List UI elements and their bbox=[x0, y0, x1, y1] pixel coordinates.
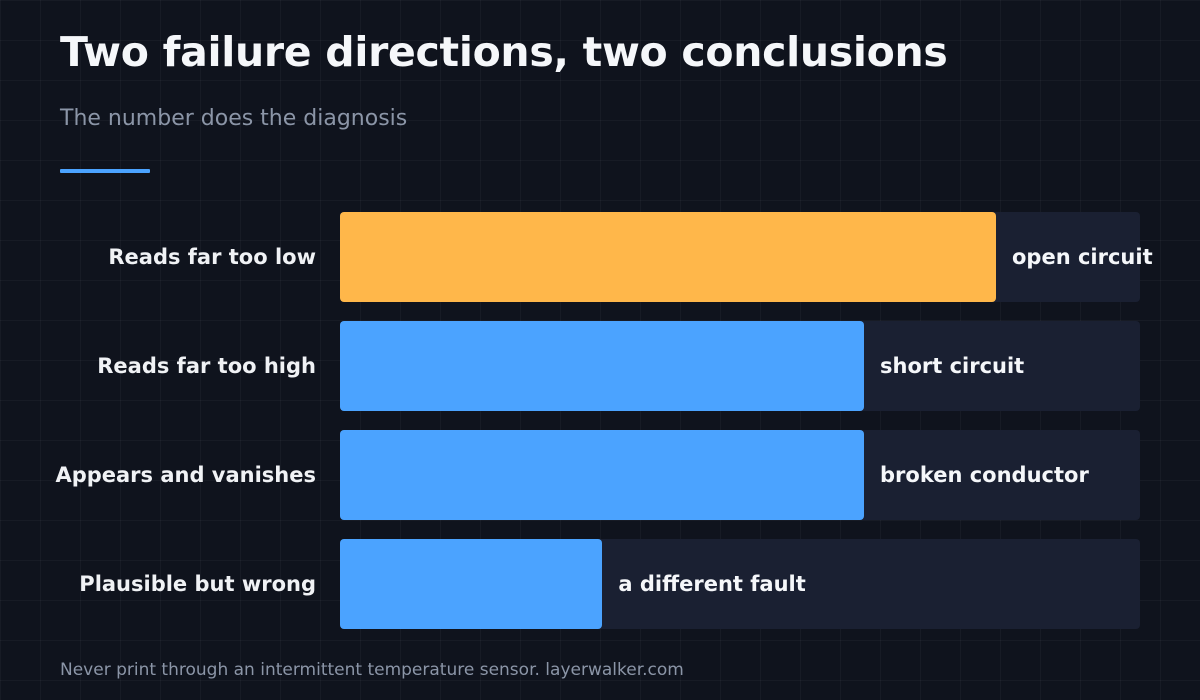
category-label: Plausible but wrong bbox=[79, 572, 316, 596]
bar bbox=[340, 321, 864, 411]
accent-divider bbox=[60, 169, 150, 173]
chart-title: Two failure directions, two conclusions bbox=[60, 28, 948, 76]
bar-value-label: broken conductor bbox=[880, 463, 1089, 487]
bar-value-label: short circuit bbox=[880, 354, 1025, 378]
bar bbox=[340, 212, 996, 302]
bar-value-label: a different fault bbox=[618, 572, 806, 596]
bar bbox=[340, 539, 603, 629]
category-label: Appears and vanishes bbox=[55, 463, 316, 487]
chart-subtitle: The number does the diagnosis bbox=[60, 106, 408, 131]
bar-value-label: open circuit bbox=[1012, 245, 1153, 269]
category-label: Reads far too low bbox=[108, 245, 316, 269]
footer-note: Never print through an intermittent temp… bbox=[60, 660, 684, 680]
category-label: Reads far too high bbox=[97, 354, 316, 378]
bar bbox=[340, 430, 864, 520]
